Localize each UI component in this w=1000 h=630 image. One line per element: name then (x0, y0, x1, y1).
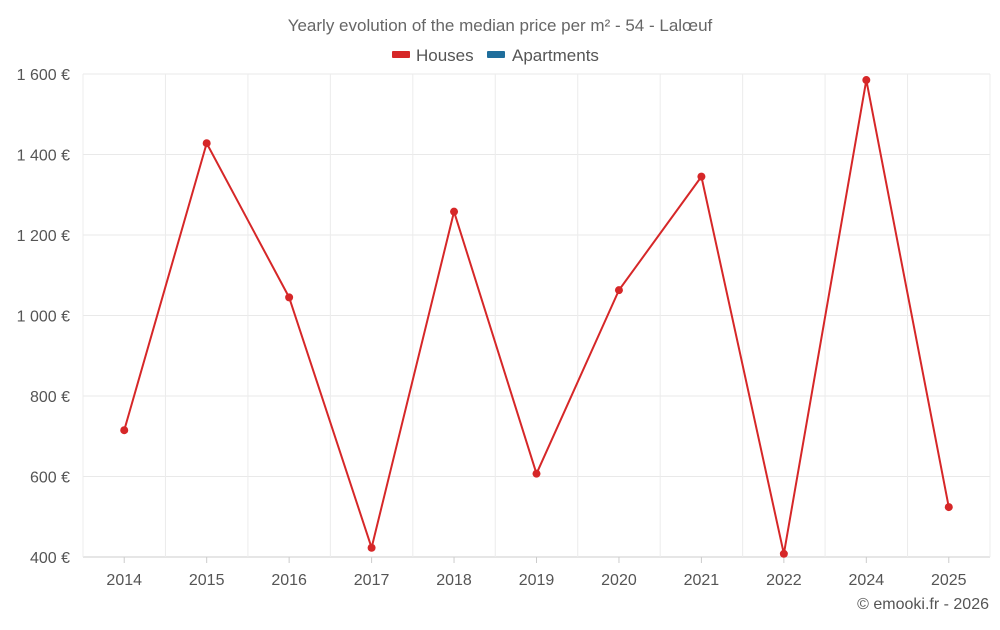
series-layer (120, 76, 953, 558)
chart-title: Yearly evolution of the median price per… (288, 16, 713, 35)
x-tick-label: 2019 (519, 572, 555, 589)
x-tick-label: 2014 (106, 572, 142, 589)
credit-text: © emooki.fr - 2026 (857, 596, 989, 613)
legend-label-houses[interactable]: Houses (416, 46, 474, 65)
x-tick-label: 2025 (931, 572, 967, 589)
x-tick-label: 2022 (766, 572, 802, 589)
x-tick-label: 2024 (849, 572, 885, 589)
x-tick-label: 2018 (436, 572, 472, 589)
x-tick-label: 2015 (189, 572, 225, 589)
data-point-houses-2017[interactable] (367, 543, 376, 552)
data-point-houses-2020[interactable] (614, 286, 623, 295)
legend-label-apartments[interactable]: Apartments (512, 46, 599, 65)
data-point-houses-2018[interactable] (450, 207, 459, 216)
legend: Houses Apartments (392, 46, 599, 65)
y-axis: 400 € 600 € 800 € 1 000 € 1 200 € 1 400 € 1 60… (17, 67, 70, 567)
data-point-houses-2019[interactable] (532, 469, 541, 478)
y-tick-label: 1 000 € (17, 309, 70, 326)
grid (82, 73, 991, 558)
legend-swatch-apartments (487, 51, 505, 58)
legend-swatch-houses (392, 51, 410, 58)
x-tick-label: 2021 (684, 572, 720, 589)
data-point-houses-2024[interactable] (862, 76, 871, 85)
data-point-houses-2022[interactable] (779, 549, 788, 558)
x-tick-label: 2020 (601, 572, 637, 589)
y-tick-label: 1 600 € (17, 67, 70, 84)
y-tick-label: 800 € (30, 389, 70, 406)
x-tick-label: 2016 (271, 572, 307, 589)
y-tick-label: 400 € (30, 550, 70, 567)
data-point-houses-2014[interactable] (120, 426, 129, 435)
y-tick-label: 1 200 € (17, 228, 70, 245)
data-point-houses-2016[interactable] (285, 293, 294, 302)
data-point-houses-2025[interactable] (944, 503, 953, 512)
data-point-houses-2015[interactable] (202, 139, 211, 148)
data-point-houses-2021[interactable] (697, 172, 706, 181)
y-tick-label: 1 400 € (17, 148, 70, 165)
y-tick-label: 600 € (30, 470, 70, 487)
x-tick-label: 2017 (354, 572, 390, 589)
x-axis: 2014 2015 2016 2017 2018 2019 2020 2021 2022 2024… (106, 557, 967, 589)
